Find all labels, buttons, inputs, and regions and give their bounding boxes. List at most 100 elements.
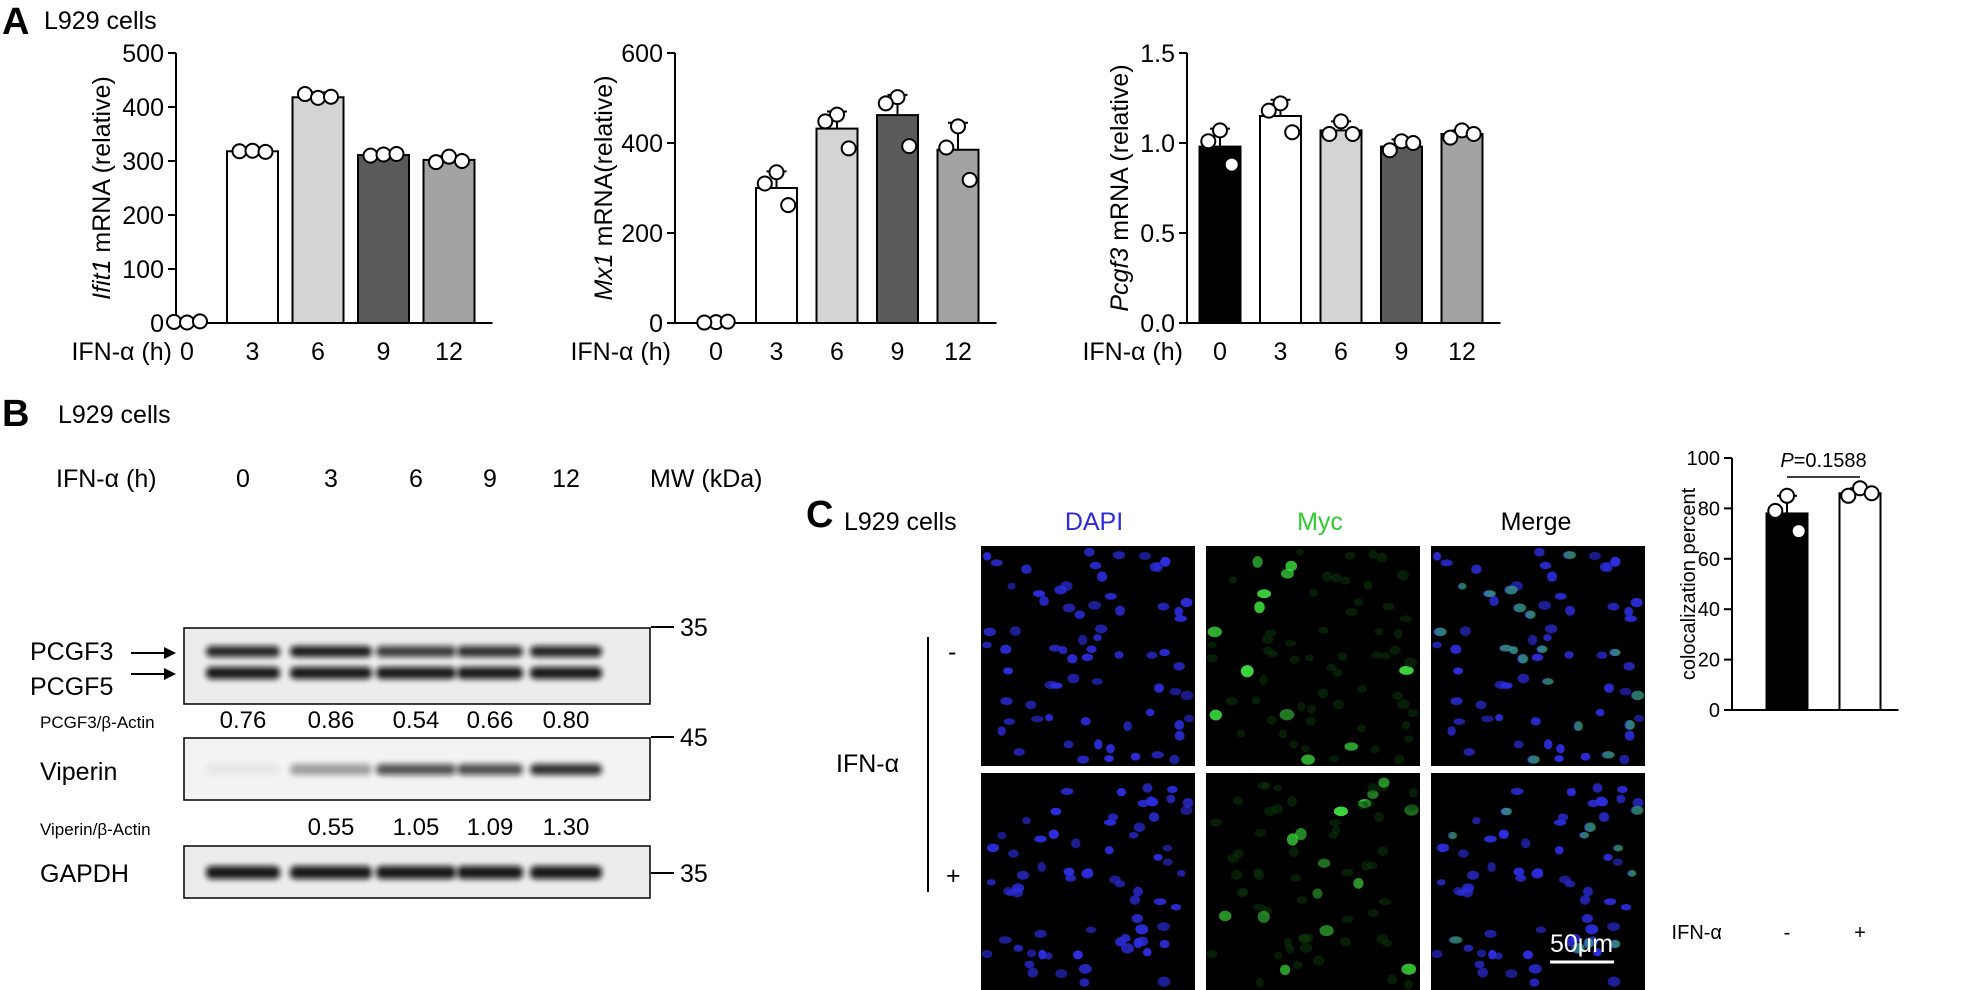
myc-background — [1273, 784, 1283, 792]
nucleus — [1580, 752, 1591, 761]
nucleus — [1609, 939, 1620, 949]
nucleus — [1623, 662, 1635, 671]
bands-gapdh — [206, 866, 602, 879]
nucleus — [1088, 601, 1102, 610]
myc-background — [1404, 657, 1418, 668]
nucleus — [1026, 949, 1037, 958]
x-axis-title: IFN-α — [1672, 922, 1722, 944]
nucleus — [1573, 721, 1583, 732]
y-tick-label: 400 — [621, 130, 663, 158]
nucleus — [981, 949, 993, 959]
ratio2-values: 0.55 1.05 1.09 1.30 — [308, 814, 590, 841]
nucleus — [1174, 606, 1184, 617]
nucleus — [1440, 559, 1453, 567]
bar — [1319, 129, 1363, 324]
myc-background — [1261, 634, 1274, 645]
label-pcgf3: PCGF3 — [30, 638, 113, 666]
nucleus — [983, 627, 996, 637]
nucleus — [1557, 813, 1569, 821]
nucleus — [1025, 700, 1037, 710]
myc-signal — [1353, 877, 1364, 889]
y-axis-label-unit: mRNA(relative) — [590, 75, 618, 253]
data-point — [817, 113, 834, 130]
nucleus — [1074, 610, 1085, 619]
data-point — [1840, 487, 1857, 504]
nucleus — [1531, 653, 1544, 662]
nucleus — [1595, 796, 1606, 806]
x-tick-label: 0 — [1213, 338, 1227, 366]
bar — [1198, 145, 1242, 324]
nucleus — [1477, 967, 1489, 978]
nucleus — [1620, 903, 1632, 911]
bar — [291, 96, 345, 324]
myc-background — [1367, 783, 1378, 793]
y-axis-label-gene: Pcgf3 — [1106, 248, 1134, 312]
band-viperin — [206, 764, 280, 775]
row-label-minus: - — [948, 638, 956, 666]
myc-background — [1326, 663, 1337, 672]
nucleus — [1103, 819, 1117, 826]
nucleus — [1583, 937, 1593, 949]
nucleus — [1515, 874, 1527, 882]
nucleus — [1612, 858, 1623, 866]
myc-background — [1238, 889, 1249, 896]
myc-background — [1373, 812, 1385, 822]
x-tick-label: 9 — [377, 338, 391, 366]
nucleus — [1153, 898, 1167, 906]
lane-label: 9 — [483, 465, 497, 493]
myc-signal — [1285, 560, 1298, 572]
panel-b: B L929 cells IFN-α (h) MW (kDa) 0 3 6 9 12 P… — [2, 393, 762, 899]
myc-signal — [1528, 755, 1540, 764]
nucleus — [1539, 561, 1552, 570]
band-pcgf3 — [206, 646, 280, 657]
nucleus — [1624, 730, 1635, 741]
nucleus — [1459, 626, 1471, 636]
nucleus — [1530, 717, 1541, 726]
nucleus — [1522, 950, 1533, 960]
nucleus — [1131, 913, 1144, 924]
ratio1-value: 0.76 — [220, 707, 267, 734]
nucleus — [1436, 879, 1446, 886]
myc-background — [1257, 782, 1269, 790]
data-point — [310, 89, 326, 106]
nucleus — [1174, 615, 1187, 622]
nucleus — [1494, 952, 1503, 960]
nucleus — [1471, 564, 1482, 575]
nucleus — [1063, 867, 1075, 876]
band-pcgf5 — [376, 667, 456, 679]
micrograph-dapi-minus — [981, 546, 1195, 766]
band-gapdh — [206, 866, 280, 879]
y-axis-label: Pcgf3 mRNA (relative) — [1106, 64, 1134, 311]
nucleus — [1159, 648, 1170, 657]
y-tick-label: 0.0 — [1140, 310, 1175, 338]
nucleus — [1513, 740, 1524, 749]
myc-background — [1357, 685, 1367, 693]
myc-background — [1345, 608, 1358, 616]
data-point — [780, 197, 797, 214]
nucleus — [1009, 626, 1021, 636]
nucleus — [1593, 948, 1602, 957]
nucleus — [1130, 752, 1141, 761]
myc-signal — [1537, 645, 1548, 654]
nucleus — [1484, 835, 1497, 843]
label-gapdh: GAPDH — [40, 860, 129, 888]
nucleus — [1483, 590, 1496, 598]
nucleus — [1037, 861, 1046, 872]
data-point — [1272, 95, 1289, 112]
myc-signal — [1613, 844, 1624, 852]
myc-background — [1285, 640, 1297, 647]
myc-background — [1295, 548, 1304, 556]
nucleus — [1627, 869, 1636, 877]
myc-background — [1305, 654, 1315, 662]
nucleus — [1085, 926, 1097, 934]
nucleus — [1556, 744, 1565, 754]
nucleus — [1529, 978, 1540, 987]
nucleus — [1554, 846, 1564, 855]
micrograph-myc-plus — [1206, 773, 1420, 990]
nucleus — [1112, 551, 1126, 560]
data-point — [829, 106, 845, 123]
myc-signal — [1584, 937, 1594, 949]
myc-signal — [1312, 888, 1323, 899]
myc-background — [1305, 717, 1316, 726]
